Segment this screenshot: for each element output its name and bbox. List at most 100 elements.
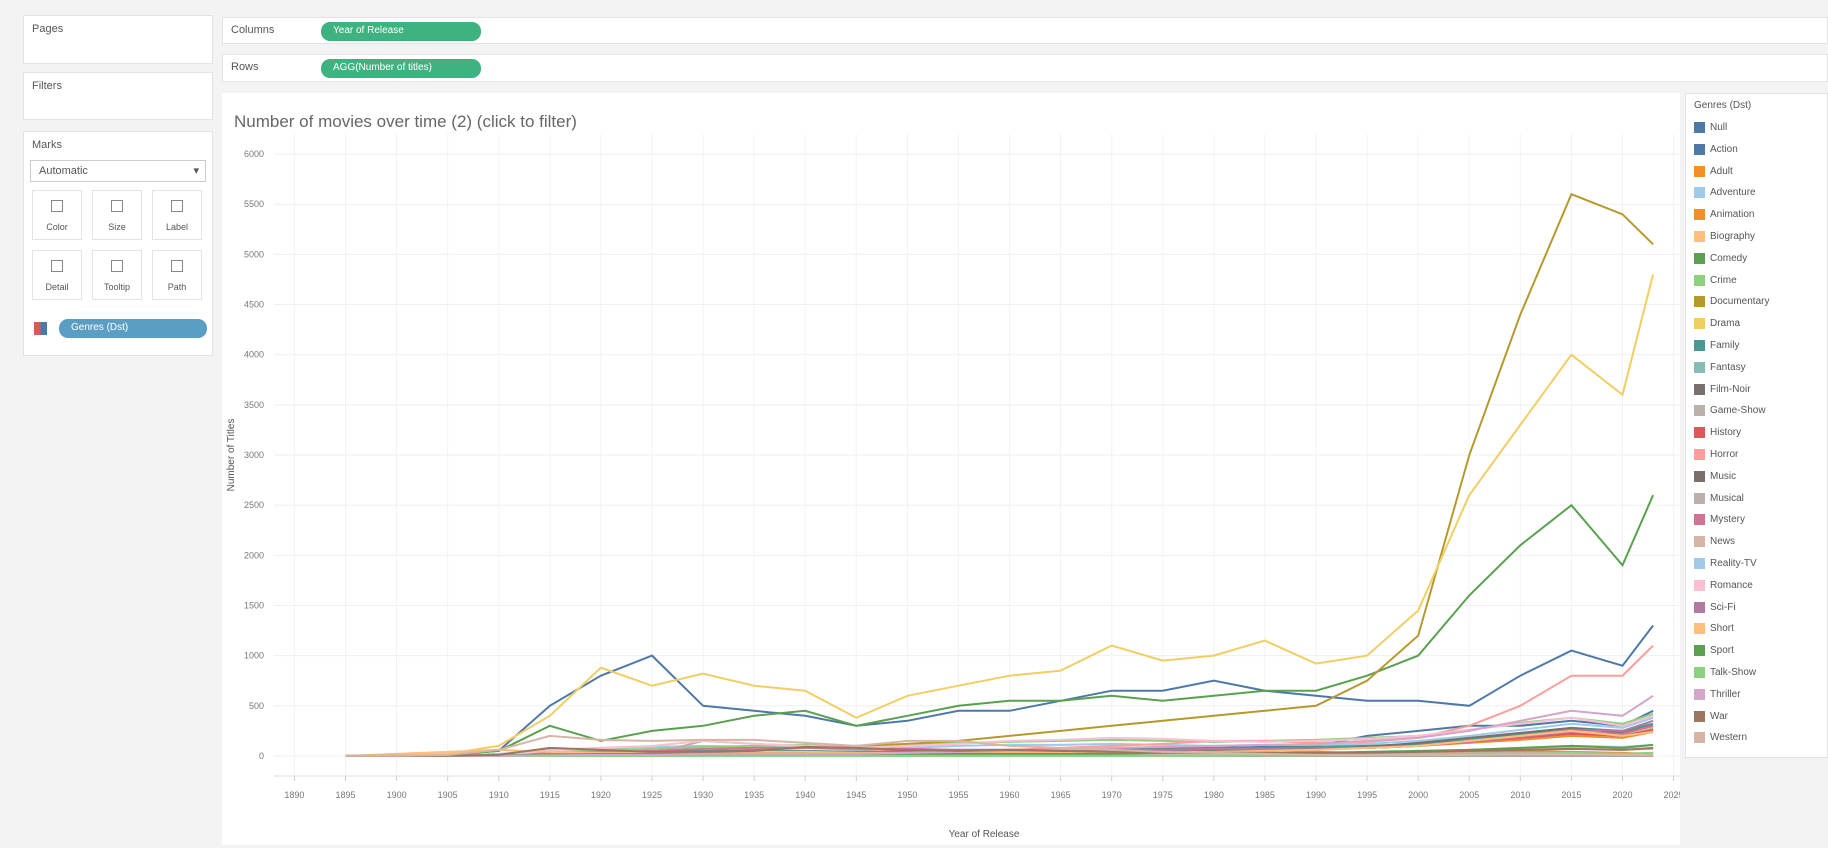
legend-item[interactable]: Null (1694, 122, 1727, 138)
rows-label: Rows (231, 61, 259, 73)
legend-label: Horror (1710, 449, 1738, 460)
legend-item[interactable]: Mystery (1694, 514, 1745, 530)
legend-item[interactable]: Sci-Fi (1694, 602, 1736, 618)
pages-header[interactable]: Pages (32, 23, 63, 35)
legend-label: Sport (1710, 645, 1734, 656)
x-tick-label: 2015 (1561, 790, 1581, 800)
y-tick-label: 0 (259, 751, 264, 761)
x-tick-label: 1995 (1357, 790, 1377, 800)
legend-swatch (1694, 602, 1705, 613)
legend-item[interactable]: Documentary (1694, 296, 1769, 312)
columns-pill[interactable]: Year of Release (321, 22, 481, 41)
legend-item[interactable]: Drama (1694, 318, 1740, 334)
mark-button[interactable]: Tooltip (92, 250, 142, 300)
legend-label: Family (1710, 340, 1739, 351)
legend-item[interactable]: News (1694, 536, 1735, 552)
mark-button-label: Label (153, 222, 201, 232)
legend-item[interactable]: Film-Noir (1694, 384, 1751, 400)
mark-button-label: Path (153, 282, 201, 292)
legend-item[interactable]: Romance (1694, 580, 1753, 596)
legend-item[interactable]: War (1694, 711, 1728, 727)
legend-swatch (1694, 711, 1705, 722)
legend-item[interactable]: Adult (1694, 166, 1733, 182)
mark-button[interactable]: Size (92, 190, 142, 240)
legend-label: Animation (1710, 209, 1754, 220)
mark-button-icon (171, 200, 183, 212)
legend-label: Western (1710, 733, 1747, 744)
dropdown-arrow: ▾ (193, 164, 199, 177)
x-tick-label: 1965 (1051, 790, 1071, 800)
mark-button[interactable]: Detail (32, 250, 82, 300)
legend-swatch (1694, 166, 1705, 177)
legend-item[interactable]: Thriller (1694, 689, 1741, 705)
legend-swatch (1694, 623, 1705, 634)
legend-swatch (1694, 645, 1705, 656)
legend-swatch (1694, 449, 1705, 460)
legend-item[interactable]: Reality-TV (1694, 558, 1757, 574)
marks-header[interactable]: Marks (32, 139, 62, 151)
y-tick-label: 5500 (244, 199, 264, 209)
mark-button[interactable]: Path (152, 250, 202, 300)
legend-item[interactable]: Sport (1694, 645, 1734, 661)
marks-card: Marks Automatic ▾ Genres (Dst) Color Size… (23, 131, 213, 356)
legend-item[interactable]: Adventure (1694, 187, 1756, 203)
y-tick-label: 1500 (244, 600, 264, 610)
color-icon (34, 322, 47, 335)
mark-button-label: Color (33, 222, 81, 232)
legend-title: Genres (Dst) (1694, 100, 1751, 116)
mark-button-icon (51, 260, 63, 272)
legend-label: Crime (1710, 275, 1737, 286)
x-axis-title: Year of Release (949, 829, 1020, 840)
mark-button[interactable]: Label (152, 190, 202, 240)
legend-item[interactable]: Fantasy (1694, 362, 1746, 378)
mark-button-icon (111, 260, 123, 272)
legend-swatch (1694, 405, 1705, 416)
marks-pill[interactable]: Genres (Dst) (59, 319, 207, 338)
x-tick-label: 1930 (693, 790, 713, 800)
legend-swatch (1694, 318, 1705, 329)
chart[interactable]: Number of movies over time (2) (click to… (222, 93, 1680, 845)
x-tick-label: 2005 (1459, 790, 1479, 800)
x-tick-label: 1945 (846, 790, 866, 800)
legend-item[interactable]: Game-Show (1694, 405, 1766, 421)
legend-item[interactable]: History (1694, 427, 1741, 443)
legend-label: History (1710, 427, 1741, 438)
legend-item[interactable]: Crime (1694, 275, 1737, 291)
legend-swatch (1694, 144, 1705, 155)
legend-swatch (1694, 253, 1705, 264)
legend-item[interactable]: Musical (1694, 493, 1744, 509)
legend-swatch (1694, 384, 1705, 395)
y-tick-label: 3000 (244, 450, 264, 460)
legend-swatch (1694, 296, 1705, 307)
x-tick-label: 2025 (1664, 790, 1680, 800)
legend-item[interactable]: Horror (1694, 449, 1738, 465)
legend-item[interactable]: Family (1694, 340, 1739, 356)
legend-swatch (1694, 471, 1705, 482)
legend-swatch (1694, 122, 1705, 133)
legend-swatch (1694, 493, 1705, 504)
legend-item[interactable]: Talk-Show (1694, 667, 1756, 683)
legend-item[interactable]: Biography (1694, 231, 1755, 247)
y-tick-label: 4000 (244, 350, 264, 360)
legend-label: Film-Noir (1710, 384, 1751, 395)
legend-item[interactable]: Animation (1694, 209, 1754, 225)
rows-shelf: Rows AGG(Number of titles) (222, 54, 1828, 82)
x-tick-label: 1950 (897, 790, 917, 800)
legend-label: Musical (1710, 493, 1744, 504)
legend-item[interactable]: Short (1694, 623, 1734, 639)
x-tick-label: 1955 (948, 790, 968, 800)
legend-swatch (1694, 732, 1705, 743)
legend-swatch (1694, 275, 1705, 286)
pages-card: Pages (23, 15, 213, 64)
columns-shelf: Columns Year of Release (222, 17, 1828, 44)
legend-item[interactable]: Music (1694, 471, 1736, 487)
mark-type-dropdown[interactable]: Automatic ▾ (30, 160, 206, 182)
x-tick-label: 1900 (387, 790, 407, 800)
mark-button[interactable]: Color (32, 190, 82, 240)
x-tick-label: 1935 (744, 790, 764, 800)
legend-item[interactable]: Action (1694, 144, 1738, 160)
rows-pill[interactable]: AGG(Number of titles) (321, 59, 481, 78)
legend-item[interactable]: Comedy (1694, 253, 1747, 269)
filters-header[interactable]: Filters (32, 80, 62, 92)
legend-item[interactable]: Western (1694, 732, 1747, 748)
